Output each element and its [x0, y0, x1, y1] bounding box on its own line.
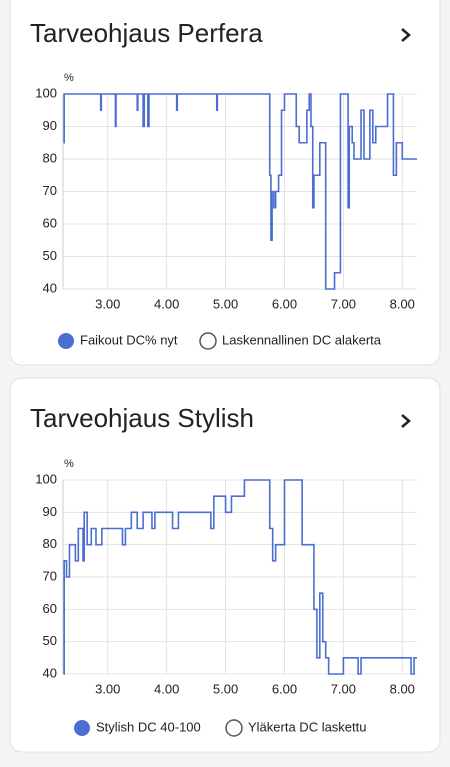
y-tick-label: 70 — [43, 183, 57, 198]
x-tick-label: 4.00 — [154, 296, 179, 311]
legend-label[interactable]: Stylish DC 40-100 — [96, 719, 201, 734]
y-axis-label: % — [64, 72, 74, 84]
y-tick-label: 90 — [43, 504, 57, 519]
series-line — [63, 479, 417, 675]
y-tick-label: 80 — [43, 150, 57, 165]
y-tick-label: 50 — [43, 633, 57, 648]
x-tick-label: 6.00 — [272, 681, 297, 696]
y-tick-label: 90 — [43, 118, 57, 133]
card — [9, 0, 441, 366]
y-axis-label: % — [64, 458, 74, 470]
legend-swatch — [58, 333, 74, 349]
x-tick-label: 7.00 — [331, 296, 356, 311]
x-tick-label: 8.00 — [390, 681, 415, 696]
y-tick-label: 40 — [43, 665, 57, 680]
series-line — [63, 93, 417, 290]
chevron[interactable] — [401, 414, 411, 428]
x-tick-label: 8.00 — [390, 296, 415, 311]
y-tick-label: 70 — [43, 568, 57, 583]
card-title: Tarveohjaus Perfera — [30, 18, 263, 48]
x-tick-label: 5.00 — [213, 296, 238, 311]
y-tick-label: 100 — [35, 85, 57, 100]
chevron[interactable] — [401, 28, 411, 42]
y-tick-label: 60 — [43, 215, 57, 230]
legend-swatch — [74, 720, 90, 736]
y-tick-label: 40 — [43, 280, 57, 295]
card — [9, 377, 441, 753]
legend-swatch — [225, 719, 243, 737]
x-tick-label: 3.00 — [95, 296, 120, 311]
y-tick-label: 60 — [43, 601, 57, 616]
legend-label[interactable]: Faikout DC% nyt — [80, 332, 178, 347]
x-tick-label: 5.00 — [213, 681, 238, 696]
x-tick-label: 6.00 — [272, 296, 297, 311]
x-tick-label: 7.00 — [331, 681, 356, 696]
legend-label[interactable]: Yläkerta DC laskettu — [248, 719, 367, 734]
y-tick-label: 80 — [43, 536, 57, 551]
y-tick-label: 100 — [35, 471, 57, 486]
card-title: Tarveohjaus Stylish — [30, 403, 254, 433]
x-tick-label: 4.00 — [154, 681, 179, 696]
legend-swatch — [199, 332, 217, 350]
y-tick-label: 50 — [43, 248, 57, 263]
x-tick-label: 3.00 — [95, 681, 120, 696]
legend-label[interactable]: Laskennallinen DC alakerta — [222, 332, 382, 347]
